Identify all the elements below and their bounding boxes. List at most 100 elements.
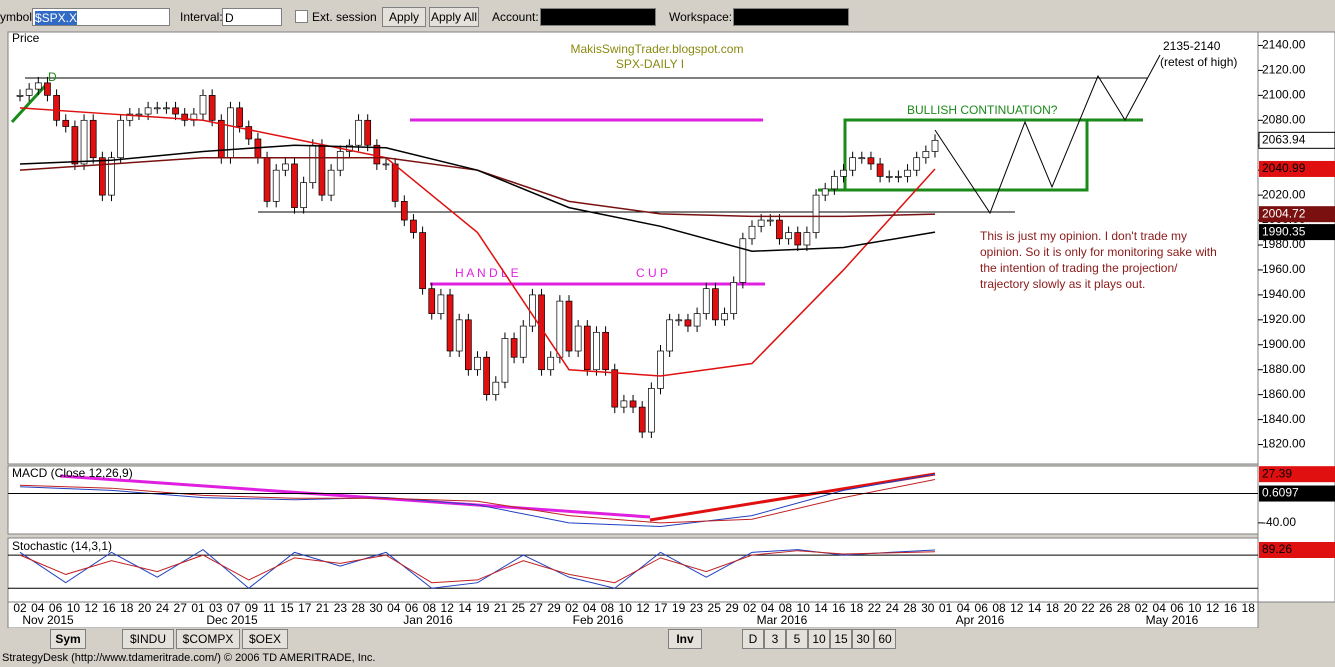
candle: [666, 319, 674, 352]
candle: [675, 319, 683, 322]
x-tick-label: 25: [512, 601, 526, 615]
checkbox[interactable]: [295, 10, 308, 23]
apply-all-button[interactable]: Apply All: [429, 7, 479, 27]
x-tick-label: 24: [156, 601, 170, 615]
y-tick-label: 1820.00: [1262, 437, 1306, 451]
annotation: BULLISH CONTINUATION?: [907, 103, 1058, 117]
x-tick-label: 12: [441, 601, 455, 615]
projection-path: [934, 54, 1161, 215]
candle: [766, 219, 774, 222]
candle: [272, 169, 280, 202]
candle: [208, 95, 216, 121]
value-badge-label: 2063.94: [1262, 132, 1306, 146]
candle: [364, 119, 372, 146]
x-tick-label: 03: [209, 601, 223, 615]
y-tick-label: 2020.00: [1262, 187, 1306, 201]
candle: [510, 338, 518, 358]
account-box[interactable]: [540, 8, 656, 26]
x-tick-label: 20: [138, 601, 152, 615]
macd-panel: [7, 465, 1259, 535]
x-tick-label: 04: [583, 601, 597, 615]
candle: [318, 144, 326, 196]
symbol-tab[interactable]: $OEX: [242, 629, 288, 649]
candle: [108, 157, 115, 196]
x-tick-label: 06: [975, 601, 989, 615]
interval-box[interactable]: D: [222, 8, 282, 26]
candle: [602, 331, 609, 371]
x-tick-label: 21: [494, 601, 508, 615]
candle: [876, 163, 884, 177]
interval-tab[interactable]: 3: [764, 629, 786, 649]
candle: [794, 232, 802, 246]
inv-tab[interactable]: Inv: [668, 629, 702, 649]
interval-tab[interactable]: 15: [830, 629, 852, 649]
x-tick-label: 09: [245, 601, 259, 615]
macd-line: [19, 479, 936, 524]
annotation: H A N D L E: [455, 266, 519, 280]
status-bar: StrategyDesk (http://www.tdameritrade.co…: [2, 652, 376, 664]
x-tick-label: 02: [743, 601, 757, 615]
interval-tab[interactable]: 10: [808, 629, 830, 649]
candle: [346, 144, 353, 152]
annotation: SPX-DAILY I: [616, 57, 684, 71]
candle: [712, 288, 719, 321]
month-label: Feb 2016: [573, 613, 624, 627]
stoch-line: [19, 550, 936, 584]
x-tick-label: 20: [1064, 601, 1078, 615]
annotation: (retest of high): [1160, 55, 1237, 69]
date-axis: [7, 601, 1259, 629]
candle: [629, 400, 637, 408]
month-label: Nov 2015: [22, 613, 74, 627]
candle: [163, 107, 170, 110]
candle: [821, 188, 829, 196]
y-tick-label: 2100.00: [1262, 88, 1306, 102]
candle: [34, 82, 42, 90]
candle: [80, 119, 88, 165]
x-tick-label: 18: [1046, 601, 1060, 615]
candle: [465, 319, 472, 371]
x-tick-label: 12: [636, 601, 650, 615]
candle: [336, 151, 344, 171]
symbol-tab[interactable]: $COMPX: [176, 629, 240, 649]
interval-tab[interactable]: 60: [874, 629, 896, 649]
y-tick-label: 2080.00: [1262, 112, 1306, 126]
candle: [391, 163, 399, 202]
y-tick-label: 2140.00: [1262, 38, 1306, 52]
candle: [144, 107, 152, 115]
sym-tab[interactable]: Sym: [50, 629, 86, 649]
x-tick-label: 23: [690, 601, 704, 615]
x-tick-label: 28: [903, 601, 917, 615]
x-tick-label: 21: [316, 601, 330, 615]
candle: [721, 313, 728, 321]
x-tick-label: 07: [227, 601, 241, 615]
x-tick-label: 14: [814, 601, 828, 615]
x-tick-label: 16: [102, 601, 116, 615]
x-tick-label: 06: [49, 601, 63, 615]
symbol-box[interactable]: $SPX.X: [32, 8, 170, 26]
candle: [153, 107, 161, 110]
x-tick-label: 27: [530, 601, 544, 615]
candle: [519, 325, 527, 358]
candle: [803, 232, 811, 246]
apply-button[interactable]: Apply: [382, 7, 426, 27]
interval-tab[interactable]: 30: [852, 629, 874, 649]
interval-tab[interactable]: 5: [786, 629, 808, 649]
candle: [117, 119, 125, 159]
interval-tab[interactable]: D: [742, 629, 764, 649]
value-badge-label: 2040.99: [1262, 161, 1306, 175]
candle: [135, 113, 143, 116]
workspace-box[interactable]: [733, 8, 849, 26]
tab-bar: Sym $INDU $COMPX $OEX Inv D 3 5 10 15 30 60: [0, 628, 1335, 650]
panel-label: Price: [12, 31, 40, 45]
candle: [245, 126, 253, 140]
x-tick-label: 10: [797, 601, 811, 615]
month-label: Dec 2015: [206, 613, 258, 627]
candle: [172, 107, 179, 115]
candle: [739, 238, 747, 283]
candle: [483, 356, 490, 396]
symbol-tab[interactable]: $INDU: [122, 629, 174, 649]
x-tick-label: 04: [1153, 601, 1167, 615]
x-tick-label: 08: [423, 601, 437, 615]
macd-line: [19, 473, 936, 527]
